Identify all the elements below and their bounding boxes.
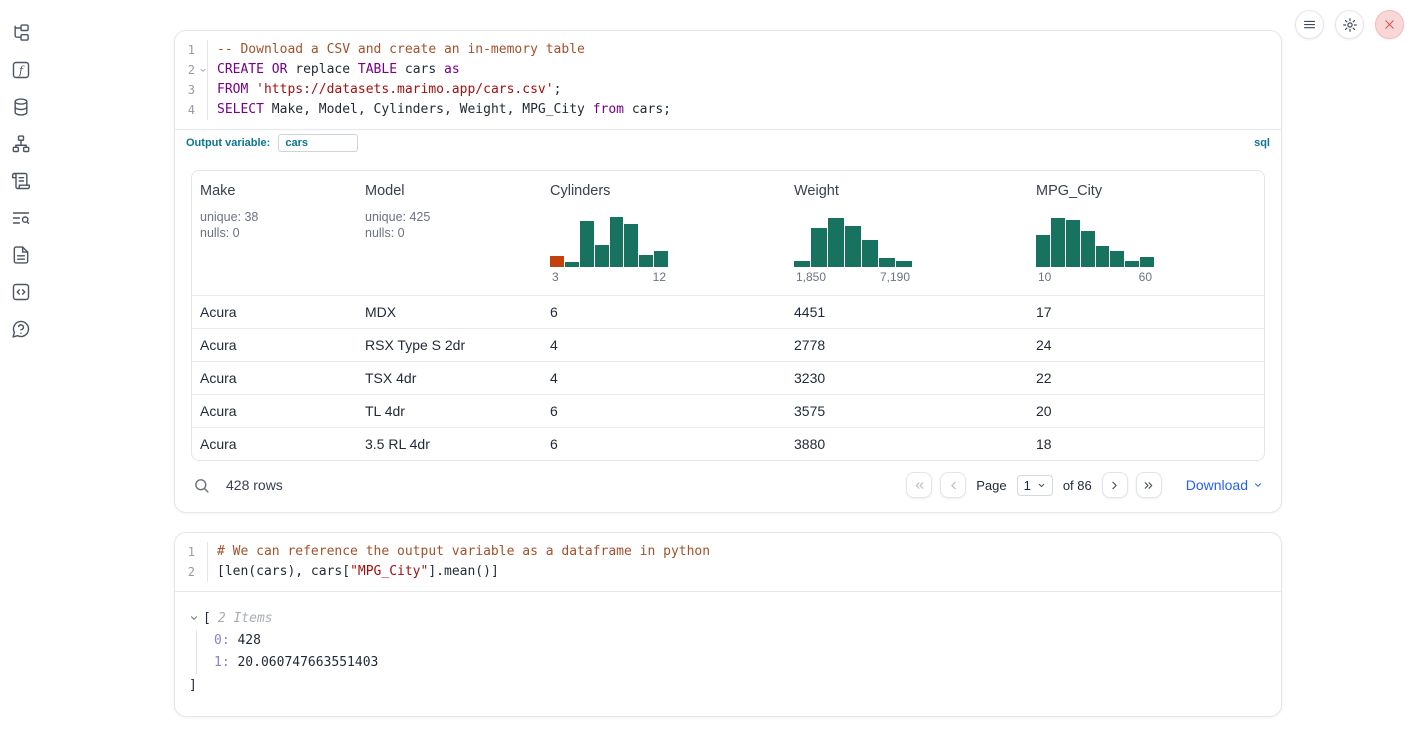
download-button[interactable]: Download [1186,477,1263,493]
hist-max-label: 60 [1139,270,1152,284]
table-row: Acura3.5 RL 4dr6388018 [192,427,1264,460]
sql-string: 'https://datasets.marimo.app/cars.csv' [256,82,553,97]
line-number: 2 [188,60,195,80]
sql-cell-output: Make unique: 38nulls: 0 Model unique: 42… [175,156,1281,512]
menu-icon[interactable] [1295,10,1324,39]
line-number: 3 [188,80,195,100]
shutdown-close-icon[interactable] [1375,10,1404,39]
sql-cell: 1 -- Download a CSV and create an in-mem… [174,30,1282,513]
hist-max-label: 12 [653,270,666,284]
line-number: 4 [188,100,195,120]
output-variable-label: Output variable: [186,137,270,149]
sidebar: f [10,22,32,340]
language-badge: sql [1254,137,1270,149]
code-line[interactable]: 1 # We can reference the output variable… [175,542,1281,562]
row-count: 428 rows [226,477,283,493]
tree-entry: 0: 428 [214,630,1265,652]
python-cell: 1 # We can reference the output variable… [174,532,1282,717]
sql-comment: -- Download a CSV and create an in-memor… [217,42,585,57]
datasources-icon[interactable] [10,96,32,118]
python-comment: # We can reference the output variable a… [217,544,710,559]
code-line[interactable]: 1 -- Download a CSV and create an in-mem… [175,40,1281,60]
previous-page-button[interactable] [940,472,966,498]
hist-min-label: 1,850 [796,270,826,284]
column-nulls-stat: nulls: 0 [200,225,349,241]
sql-cell-meta-row: Output variable: sql [175,129,1281,156]
chevron-down-icon [1037,481,1046,490]
tree-close-bracket: ] [189,676,1265,696]
code-line[interactable]: 2 CREATE OR replace TABLE cars as [175,60,1281,80]
column-header-mpg-city[interactable]: MPG_City [1036,183,1256,199]
column-header-make[interactable]: Make [200,183,349,199]
tree-entry-value: 428 [237,633,260,648]
table-row: AcuraTL 4dr6357520 [192,394,1264,427]
chevron-down-icon [1253,480,1263,490]
weight-histogram[interactable]: 1,850 7,190 [794,215,912,284]
output-variable-input[interactable] [278,134,358,152]
line-number: 1 [188,542,195,562]
hist-min-label: 3 [552,270,559,284]
documentation-icon[interactable] [10,244,32,266]
logs-search-icon[interactable] [10,207,32,229]
first-page-button[interactable] [906,472,932,498]
svg-text:f: f [18,64,25,77]
hist-min-label: 10 [1038,270,1051,284]
code-line[interactable]: 4 SELECT Make, Model, Cylinders, Weight,… [175,100,1281,120]
table-row: AcuraTSX 4dr4323022 [192,361,1264,394]
line-number: 1 [188,40,195,60]
table-footer: 428 rows Page 1 of 86 [191,470,1265,500]
column-unique-stat: unique: 425 [365,209,534,225]
tree-items-count: 2 Items [218,611,273,626]
table-row: AcuraRSX Type S 2dr4277824 [192,328,1264,361]
page-label: Page [976,478,1006,493]
column-header-weight[interactable]: Weight [794,183,1020,199]
next-page-button[interactable] [1102,472,1128,498]
pagination: Page 1 of 86 Download [906,472,1263,498]
table-row: AcuraMDX6445117 [192,295,1264,328]
tree-collapse-chevron-icon[interactable] [189,613,199,623]
tree-entry-key: 1: [214,655,230,670]
notebook: 1 -- Download a CSV and create an in-mem… [174,30,1282,717]
tree-open-bracket: [ [203,611,211,626]
python-code-editor[interactable]: 1 # We can reference the output variable… [175,533,1281,591]
python-string: "MPG_City" [350,564,428,579]
last-page-button[interactable] [1136,472,1162,498]
page-of-label: of 86 [1063,478,1092,493]
column-unique-stat: unique: 38 [200,209,349,225]
python-cell-output: [ 2 Items 0: 428 1: 20.060747663551403 ] [175,592,1281,716]
table-header: Make unique: 38nulls: 0 Model unique: 42… [192,171,1264,295]
column-header-cylinders[interactable]: Cylinders [550,183,778,199]
settings-gear-icon[interactable] [1335,10,1364,39]
notebook-actions [1295,10,1404,39]
snippets-icon[interactable] [10,281,32,303]
scratchpad-icon[interactable] [10,170,32,192]
help-icon[interactable] [10,318,32,340]
fold-chevron-icon[interactable] [199,66,207,74]
tree-entry: 1: 20.060747663551403 [214,652,1265,674]
tree-entry-value: 20.060747663551403 [237,655,378,670]
hist-max-label: 7,190 [880,270,910,284]
sql-code-editor[interactable]: 1 -- Download a CSV and create an in-mem… [175,31,1281,129]
code-line[interactable]: 3 FROM 'https://datasets.marimo.app/cars… [175,80,1281,100]
tree-entry-key: 0: [214,633,230,648]
cylinders-histogram[interactable]: 3 12 [550,215,668,284]
dependency-graph-icon[interactable] [10,133,32,155]
column-header-model[interactable]: Model [365,183,534,199]
code-line[interactable]: 2 [len(cars), cars["MPG_City"].mean()] [175,562,1281,582]
column-nulls-stat: nulls: 0 [365,225,534,241]
data-table: Make unique: 38nulls: 0 Model unique: 42… [191,170,1265,461]
file-tree-icon[interactable] [10,22,32,44]
mpg-city-histogram[interactable]: 10 60 [1036,215,1154,284]
function-square-icon[interactable]: f [10,59,32,81]
search-icon[interactable] [193,477,210,494]
page-select[interactable]: 1 [1017,475,1053,496]
line-number: 2 [188,562,195,582]
